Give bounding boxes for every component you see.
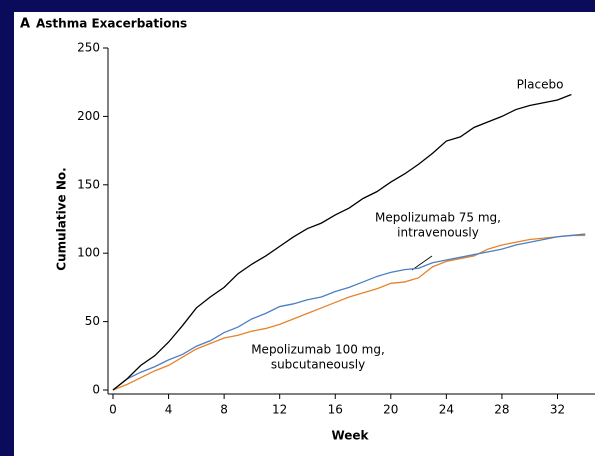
y-tick-label: 50 [85, 314, 100, 328]
x-tick-label: 16 [328, 403, 343, 417]
series-label: Mepolizumab 75 mg, [375, 211, 501, 225]
y-tick-label: 100 [77, 246, 100, 260]
series-line [112, 234, 586, 391]
y-tick-label: 200 [77, 109, 100, 123]
y-tick-label: 0 [92, 383, 100, 397]
x-tick-label: 8 [220, 403, 228, 417]
chart-title: Asthma Exacerbations [36, 17, 187, 31]
series-label: Placebo [517, 78, 564, 92]
panel [14, 12, 595, 456]
x-tick-label: 0 [109, 403, 117, 417]
x-axis-label: Week [331, 429, 369, 443]
panel-label: A [20, 17, 30, 32]
y-tick-label: 250 [77, 41, 100, 55]
x-tick-label: 12 [272, 403, 287, 417]
x-tick-label: 4 [165, 403, 173, 417]
series-line [112, 93, 572, 391]
leader-line [411, 255, 433, 271]
x-tick-label: 24 [439, 403, 454, 417]
series-line [112, 233, 586, 391]
x-tick-label: 32 [550, 403, 565, 417]
x-tick-label: 28 [494, 403, 509, 417]
y-tick-label: 150 [77, 177, 100, 191]
series-label: intravenously [397, 226, 479, 240]
series-label: subcutaneously [271, 358, 365, 372]
x-tick-label: 20 [383, 403, 398, 417]
y-axis-label: Cumulative No. [55, 167, 69, 270]
series-label: Mepolizumab 100 mg, [251, 343, 385, 357]
